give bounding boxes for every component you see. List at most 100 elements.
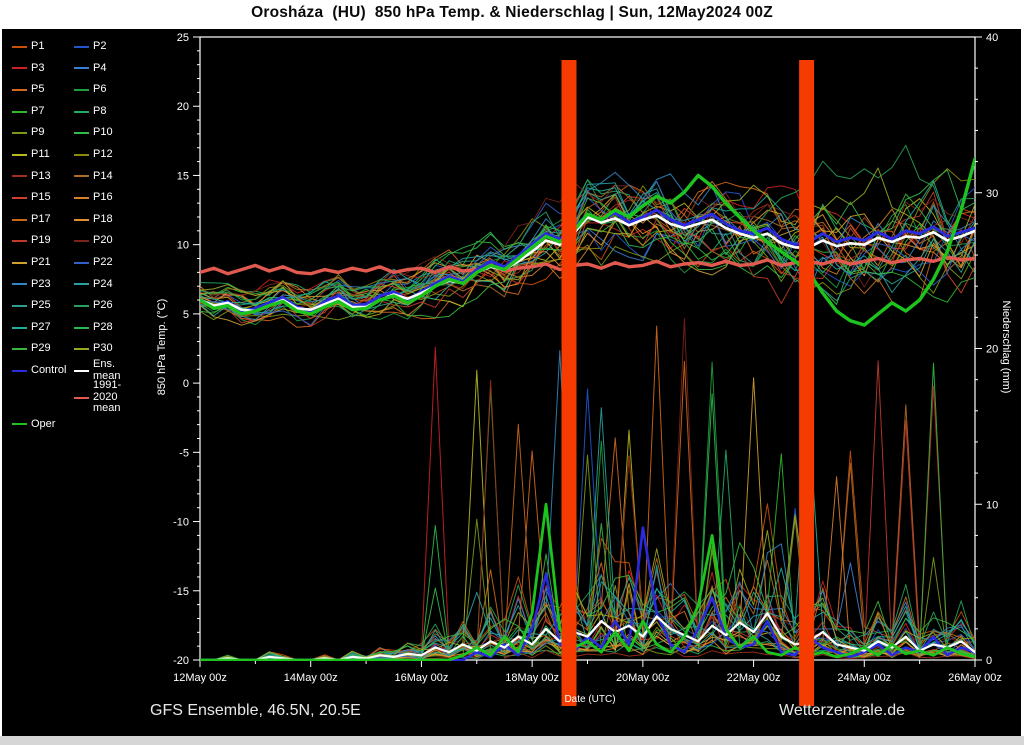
- x-axis-label: Date (UTC): [564, 694, 616, 705]
- series-line: [200, 184, 975, 299]
- legend-label: P26: [93, 299, 113, 312]
- bottom-strip: [0, 736, 1024, 745]
- legend-swatch: [12, 369, 27, 372]
- legend-swatch: [74, 88, 89, 91]
- legend-label: Control: [31, 363, 67, 376]
- tick-label: 26May 00z: [948, 672, 1002, 684]
- series-line: [200, 450, 975, 661]
- legend-swatch: [12, 423, 27, 426]
- legend-swatch: [12, 153, 27, 156]
- legend-label: P1: [31, 40, 45, 53]
- legend-label: P30: [93, 342, 113, 355]
- legend-row: P15 P16: [12, 187, 136, 209]
- legend-label: P25: [31, 299, 51, 312]
- series-line: [200, 169, 975, 307]
- series-line: [200, 502, 975, 661]
- series-line: [200, 144, 975, 301]
- legend-swatch: [12, 45, 27, 48]
- tick-label: -20: [173, 655, 189, 667]
- legend-label: P24: [93, 277, 113, 290]
- tick-label: 30: [986, 188, 998, 200]
- legend-item-p4: P4: [74, 61, 136, 75]
- tick-label: -15: [173, 586, 189, 598]
- legend-label: P6: [93, 83, 107, 96]
- legend-label: P12: [93, 147, 113, 160]
- legend-item-p14: P14: [74, 170, 136, 183]
- legend-row: P1 P2: [12, 36, 136, 58]
- legend-row: P11 P12: [12, 144, 136, 166]
- legend-item-p30: P30: [74, 343, 136, 355]
- series-line: [200, 157, 975, 327]
- legend-swatch: [12, 110, 27, 113]
- legend-label: P9: [31, 126, 45, 139]
- legend-row: 1991-2020 mean: [12, 379, 136, 414]
- legend-swatch: [74, 326, 89, 329]
- legend-item-p13: P13: [12, 169, 74, 183]
- tick-label: 25: [177, 32, 189, 44]
- legend-swatch: [74, 45, 89, 48]
- legend-row: Control Ens. mean: [12, 358, 136, 382]
- legend-item-p20: P20: [74, 235, 136, 247]
- series-line: [200, 185, 975, 300]
- legend-label: P15: [31, 191, 51, 204]
- tick-label: 5: [183, 309, 189, 321]
- legend-item-p3: P3: [12, 61, 74, 75]
- legend-label: P4: [93, 61, 107, 74]
- legend-swatch: [74, 369, 89, 372]
- tick-label: 40: [986, 32, 998, 44]
- legend-row: P5 P6: [12, 79, 136, 101]
- legend-row: P21 P22: [12, 252, 136, 274]
- tick-label: 0: [986, 655, 992, 667]
- legend-swatch: [12, 67, 27, 70]
- legend-swatch: [12, 175, 27, 178]
- legend-label: Ens. mean: [93, 358, 121, 382]
- legend-label: P21: [31, 255, 51, 268]
- legend-item-p6: P6: [74, 84, 136, 96]
- legend-item-p24: P24: [74, 277, 136, 291]
- series-line: [200, 193, 975, 319]
- legend-swatch: [74, 348, 89, 351]
- tick-label: 16May 00z: [395, 672, 449, 684]
- legend-swatch: [74, 240, 89, 243]
- legend: P1 P2 P3 P4 P5 P6 P7 P8 P9 P10 P11 P12 P13 P14 P15 P16 P…: [12, 36, 136, 435]
- legend-item-p7: P7: [12, 104, 74, 118]
- legend-label: P13: [31, 169, 51, 182]
- legend-row: P17 P18: [12, 209, 136, 231]
- legend-item-oper: Oper: [12, 417, 74, 431]
- highlight-bars: [561, 60, 815, 706]
- legend-item-p11: P11: [12, 147, 74, 161]
- series-line: [200, 203, 975, 321]
- legend-label: P5: [31, 83, 45, 96]
- legend-swatch: [12, 261, 27, 264]
- legend-label: P3: [31, 61, 45, 74]
- legend-swatch: [12, 88, 27, 91]
- legend-label: P8: [93, 104, 107, 117]
- series-line: [200, 180, 975, 307]
- series-line: [200, 325, 975, 661]
- legend-label: Oper: [31, 417, 56, 430]
- legend-row: P3 P4: [12, 58, 136, 80]
- legend-item-p26: P26: [74, 300, 136, 312]
- series-line: [200, 214, 975, 313]
- legend-label: P7: [31, 104, 45, 117]
- tick-label: 14May 00z: [284, 672, 338, 684]
- legend-row: P23 P24: [12, 274, 136, 296]
- tick-label: 15: [177, 170, 189, 182]
- legend-label: P19: [31, 234, 51, 247]
- legend-swatch: [12, 348, 27, 351]
- legend-row: P29 P30: [12, 338, 136, 360]
- legend-swatch: [74, 175, 89, 178]
- legend-swatch: [74, 67, 89, 70]
- legend-label: P11: [31, 147, 50, 160]
- tick-label: 10: [986, 499, 998, 511]
- legend-swatch: [74, 132, 89, 135]
- legend-swatch: [74, 153, 89, 156]
- legend-row: Oper: [12, 414, 136, 436]
- legend-item-p18: P18: [74, 213, 136, 226]
- legend-label: P27: [31, 320, 51, 333]
- main-lines: [200, 157, 975, 661]
- tick-label: 12May 00z: [173, 672, 227, 684]
- legend-label: P22: [93, 255, 113, 268]
- legend-swatch: [74, 283, 89, 286]
